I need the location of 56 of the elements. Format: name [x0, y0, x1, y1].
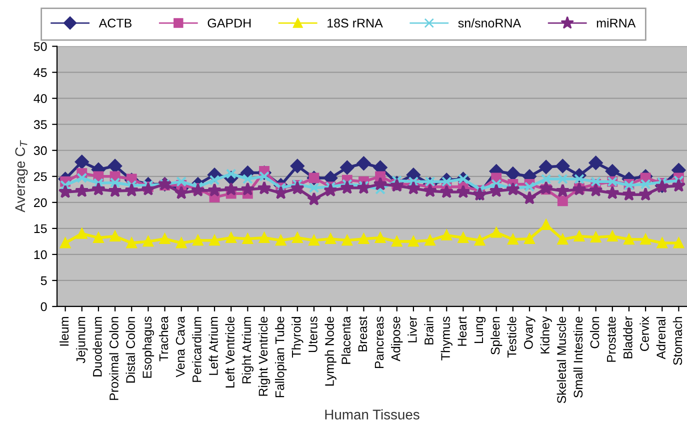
x-tick-label: Ovary: [524, 316, 536, 349]
y-tick-label: 45: [34, 68, 47, 77]
legend-label: GAPDH: [208, 18, 251, 28]
y-tick-label: 35: [34, 120, 47, 130]
x-tick-label: Left Ventricle: [225, 316, 234, 388]
legend-label: miRNA: [596, 18, 636, 28]
legend-label: ACTB: [98, 18, 132, 28]
y-tick-label: 30: [34, 146, 47, 156]
y-tick-label: 0: [40, 302, 47, 312]
x-tick-label: Heart: [458, 316, 467, 346]
x-tick-label: Esophagus: [142, 316, 154, 378]
x-tick-label: Placenta: [341, 316, 350, 364]
x-tick-label: Breast: [358, 316, 368, 352]
x-tick-label: Small Intestine: [573, 316, 583, 398]
x-tick-label: Uterus: [308, 316, 318, 352]
x-tick-label: Distal Colon: [126, 317, 135, 383]
x-tick-label: Bladder: [623, 316, 632, 358]
x-tick-label: Right Ventricle: [258, 316, 270, 396]
x-tick-label: Cervix: [640, 316, 649, 351]
x-tick-label: Vena Cava: [176, 316, 185, 378]
x-tick-label: Pancreas: [374, 316, 384, 368]
x-tick-label: Ileum: [59, 317, 69, 346]
x-tick-label: Lymph Node: [324, 316, 336, 386]
x-tick-label: Duodenum: [92, 317, 102, 376]
y-axis-title: Average C$_{T}$: [15, 140, 28, 212]
y-tick-label: 20: [34, 198, 47, 208]
x-tick-label: Left Atrium: [208, 317, 218, 375]
x-tick-label: Colon: [590, 317, 600, 348]
y-tick-label: 10: [34, 250, 47, 260]
x-axis-title: Human Tissues: [325, 409, 420, 420]
x-tick-label: Adipose: [391, 316, 403, 362]
legend-label: sn/snoRNA: [458, 18, 522, 28]
x-tick-label: Thymus: [440, 316, 452, 360]
x-tick-label: Testicle: [507, 316, 516, 358]
y-tick-label: 50: [34, 42, 47, 51]
x-tick-label: Thyroid: [292, 317, 304, 358]
legend-label: 18S rRNA: [328, 18, 383, 28]
y-tick-label: 5: [40, 276, 47, 286]
y-tick-label: 25: [34, 172, 47, 182]
x-tick-label: Prostate: [607, 316, 616, 362]
x-tick-label: Pericardium: [192, 317, 202, 382]
x-tick-label: Fallopian Tube: [275, 316, 287, 398]
x-tick-label: Right Atrium: [242, 317, 254, 384]
x-tick-label: Adrenal: [656, 317, 666, 360]
x-tick-label: Kidney: [540, 316, 552, 354]
x-tick-label: Lung: [474, 317, 486, 343]
x-tick-label: Proximal Colon: [109, 317, 118, 400]
x-tick-label: Brain: [424, 317, 434, 344]
x-tick-label: Liver: [408, 316, 417, 342]
x-tick-label: Stomach: [672, 317, 682, 365]
x-tick-label: Skeletal Muscle: [556, 316, 566, 404]
x-tick-label: Jejunum: [76, 317, 88, 364]
x-tick-label: Trachea: [158, 316, 168, 362]
y-tick-label: 40: [34, 94, 47, 103]
y-tick-label: 15: [34, 224, 47, 234]
x-tick-label: Spleen: [490, 317, 502, 355]
